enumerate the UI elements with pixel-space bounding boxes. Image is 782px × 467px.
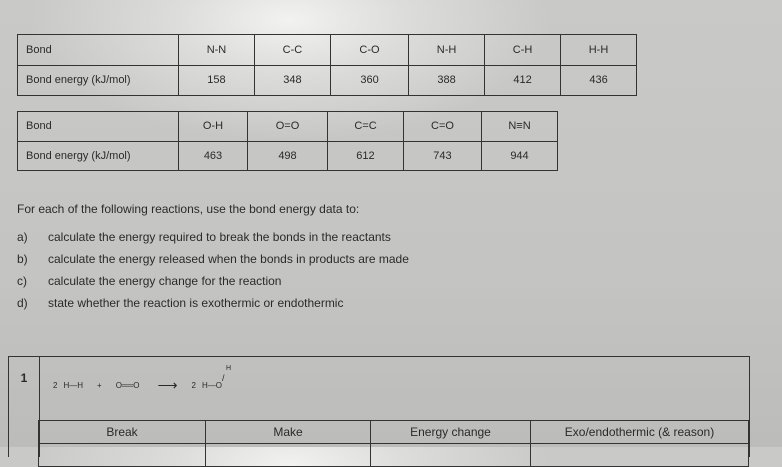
header-energy-change: Energy change xyxy=(370,420,531,444)
list-item: d) state whether the reaction is exotherm… xyxy=(17,296,343,310)
item-text: calculate the energy released when the b… xyxy=(48,252,409,266)
energy-cell: 436 xyxy=(560,64,637,96)
table-row: Bond N-N C-C C-O N-H C-H H-H xyxy=(17,34,637,66)
table-row: Break Make Energy change Exo/endothermic… xyxy=(38,420,749,444)
reaction-equation: 2 H—H + O══O ⟶ 2 H—O H / xyxy=(53,365,234,394)
row-label: Bond energy (kJ/mol) xyxy=(17,140,179,171)
header-exo-endo: Exo/endothermic (& reason) xyxy=(530,420,749,444)
row-label: Bond energy (kJ/mol) xyxy=(17,64,179,96)
energy-cell: 158 xyxy=(178,64,255,96)
arrow-icon: ⟶ xyxy=(157,377,178,393)
bond-cell: O=O xyxy=(247,111,328,142)
energy-cell: 743 xyxy=(402,140,482,171)
list-item: a) calculate the energy required to break… xyxy=(17,230,391,244)
bond-cell: C-O xyxy=(329,34,410,66)
reactant-o2: O══O xyxy=(115,381,140,390)
answer-table: Break Make Energy change Exo/endothermic… xyxy=(38,420,749,467)
coefficient: 2 xyxy=(191,381,196,390)
bond-energy-table-1: Bond N-N C-C C-O N-H C-H H-H Bond energy (kJ/… xyxy=(17,34,637,96)
item-letter: d) xyxy=(17,296,28,310)
bond-cell: C-C xyxy=(253,34,331,66)
energy-cell: 944 xyxy=(480,140,559,171)
list-item: c) calculate the energy change for the re… xyxy=(17,274,281,288)
energy-cell: 463 xyxy=(178,140,248,171)
header-break: Break xyxy=(38,420,206,444)
product-formula: H—O xyxy=(202,381,222,390)
bond-cell: N-H xyxy=(408,34,486,66)
row-label: Bond xyxy=(17,111,179,142)
energy-cell: 412 xyxy=(484,64,562,96)
header-make: Make xyxy=(205,420,371,444)
instructions-intro: For each of the following reactions, use… xyxy=(17,202,360,216)
bond-line: / xyxy=(222,373,225,383)
bond-cell: C=C xyxy=(327,111,404,142)
product-h: H xyxy=(226,365,232,372)
energy-cell: 498 xyxy=(247,140,328,171)
bond-energy-table-2: Bond O-H O=O C=C C=O N≡N Bond energy (kJ/mol… xyxy=(17,111,559,171)
energy-cell: 388 xyxy=(408,64,486,96)
item-text: calculate the energy change for the reac… xyxy=(48,274,282,288)
energy-cell: 612 xyxy=(327,140,404,171)
table-row: Bond energy (kJ/mol) 158 348 360 388 412 436 xyxy=(17,64,637,96)
bond-cell: C=O xyxy=(402,111,482,142)
table-row: Bond O-H O=O C=C C=O N≡N xyxy=(17,111,559,142)
item-letter: a) xyxy=(17,230,28,244)
bond-cell: H-H xyxy=(560,34,637,66)
energy-cell: 348 xyxy=(253,64,331,96)
reactant-h2: H—H xyxy=(63,381,84,390)
bond-cell: O-H xyxy=(178,111,248,142)
bond-cell: N≡N xyxy=(480,111,559,142)
item-letter: c) xyxy=(17,274,27,288)
product-water: H—O H / xyxy=(202,365,231,390)
coefficient: 2 xyxy=(53,381,58,390)
item-text: state whether the reaction is exothermic… xyxy=(48,296,344,310)
bond-cell: C-H xyxy=(484,34,562,66)
question-number: 1 xyxy=(9,357,40,457)
item-letter: b) xyxy=(17,252,28,266)
question-1-box: 1 2 H—H + O══O ⟶ 2 H—O H / xyxy=(8,356,750,457)
plus-sign: + xyxy=(97,381,102,390)
table-row: Bond energy (kJ/mol) 463 498 612 743 944 xyxy=(17,140,559,171)
bond-cell: N-N xyxy=(178,34,255,66)
row-label: Bond xyxy=(17,34,179,66)
item-text: calculate the energy required to break t… xyxy=(48,230,391,244)
energy-cell: 360 xyxy=(329,64,410,96)
list-item: b) calculate the energy released when the… xyxy=(17,252,409,266)
